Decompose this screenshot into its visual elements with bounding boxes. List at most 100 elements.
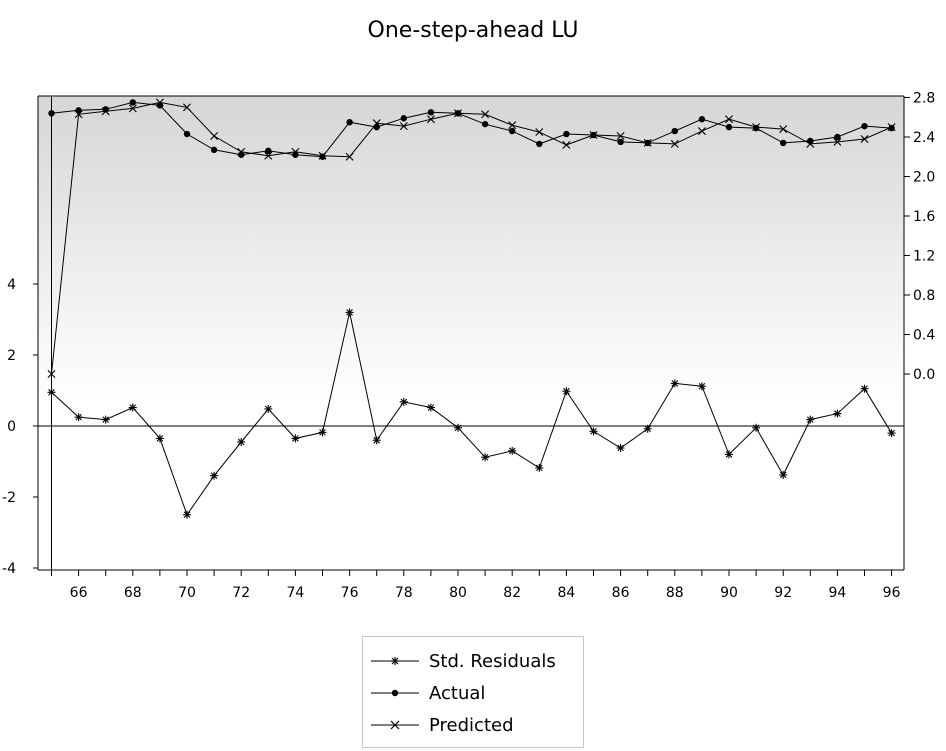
data-point-std-residuals (670, 379, 679, 388)
chart-title: One-step-ahead LU (367, 18, 579, 43)
data-point-predicted (237, 147, 246, 156)
data-point-predicted (183, 103, 191, 112)
right-tick-label: 2.4 (913, 130, 935, 146)
data-point-std-residuals (454, 423, 462, 432)
x-tick-label: 68 (124, 585, 142, 601)
data-point-std-residuals (589, 427, 598, 436)
data-point-std-residuals (481, 453, 490, 462)
data-point-std-residuals (426, 403, 435, 412)
data-point-std-residuals (264, 404, 273, 413)
data-point-predicted (779, 125, 788, 134)
data-point-predicted (887, 123, 896, 132)
data-point-predicted (508, 121, 517, 130)
data-point-actual (129, 99, 136, 106)
data-point-std-residuals (345, 308, 354, 317)
data-point-std-residuals (779, 470, 788, 479)
data-point-predicted (562, 140, 571, 149)
data-point-predicted (860, 134, 869, 143)
data-point-std-residuals (291, 434, 300, 443)
data-point-actual (210, 146, 218, 154)
data-point-predicted (454, 109, 462, 118)
series-line-std-residuals (51, 312, 893, 516)
data-point-predicted (806, 139, 815, 148)
data-point-predicted (291, 147, 300, 156)
data-point-actual (834, 133, 841, 141)
data-point-predicted (155, 98, 164, 107)
x-tick-label: 86 (612, 585, 630, 601)
data-point-std-residuals (237, 437, 246, 446)
data-point-std-residuals (318, 428, 327, 437)
data-point-std-residuals (725, 450, 733, 459)
data-point-predicted (535, 128, 544, 137)
data-point-std-residuals (887, 429, 896, 438)
x-tick-label: 80 (449, 585, 467, 601)
data-point-std-residuals (183, 510, 191, 519)
left-tick-label: 4 (7, 277, 16, 293)
right-tick-label: 0.8 (913, 288, 935, 304)
right-tick-label: 2.0 (913, 170, 935, 186)
data-point-actual (888, 124, 895, 132)
data-point-std-residuals (128, 403, 137, 412)
legend-dot-marker (371, 689, 419, 697)
data-point-std-residuals (47, 388, 56, 397)
right-tick-label: 0.4 (913, 328, 935, 344)
data-point-actual (617, 138, 624, 146)
data-point-predicted (74, 110, 83, 119)
data-point-std-residuals (562, 387, 571, 396)
data-point-actual (319, 153, 326, 160)
right-tick-label: 2.8 (913, 91, 935, 107)
data-point-predicted (616, 132, 625, 141)
legend-label-std-residuals: Std. Residuals (429, 650, 556, 672)
plot-background (38, 96, 904, 570)
x-tick-label: 76 (341, 585, 359, 601)
data-point-predicted (643, 138, 652, 147)
data-point-std-residuals (399, 397, 408, 406)
data-point-actual (563, 130, 570, 138)
data-point-predicted (47, 370, 56, 378)
data-point-actual (536, 140, 543, 148)
data-point-predicted (670, 139, 679, 148)
legend: Std. Residuals Actual Predicted (362, 636, 584, 748)
data-point-std-residuals (535, 463, 544, 472)
data-point-predicted (589, 131, 598, 140)
data-point-actual (671, 127, 678, 135)
data-point-std-residuals (210, 471, 219, 480)
legend-x-marker (371, 720, 419, 730)
data-point-std-residuals (74, 413, 83, 422)
data-point-predicted (264, 151, 273, 160)
left-tick-label: 2 (7, 348, 16, 364)
data-point-std-residuals (697, 382, 706, 391)
left-tick-label: 0 (7, 419, 16, 435)
data-point-std-residuals (155, 434, 164, 443)
right-tick-label: 0.0 (913, 367, 935, 383)
data-point-predicted (318, 151, 327, 160)
left-tick-label: -2 (2, 490, 16, 506)
data-point-actual (400, 115, 407, 122)
data-point-actual (725, 123, 733, 131)
data-point-std-residuals (508, 446, 517, 455)
data-point-predicted (481, 110, 490, 119)
right-tick-label: 1.2 (913, 249, 935, 265)
legend-item-predicted: Predicted (369, 711, 514, 739)
legend-item-actual: Actual (369, 679, 485, 707)
right-tick-label: 1.6 (913, 209, 935, 225)
x-tick-label: 94 (828, 585, 846, 601)
data-point-actual (265, 147, 272, 155)
data-point-predicted (101, 107, 110, 116)
x-tick-label: 70 (178, 585, 196, 601)
x-tick-label: 78 (395, 585, 413, 601)
x-tick-label: 88 (666, 585, 684, 601)
x-tick-label: 72 (232, 585, 250, 601)
data-point-actual (752, 124, 760, 132)
x-tick-label: 92 (774, 585, 792, 601)
data-point-std-residuals (616, 444, 625, 453)
x-tick-label: 74 (286, 585, 304, 601)
legend-label-predicted: Predicted (429, 714, 514, 736)
legend-item-std-residuals: Std. Residuals (369, 647, 556, 675)
x-tick-label: 82 (503, 585, 521, 601)
data-point-std-residuals (101, 415, 110, 424)
x-tick-label: 90 (720, 585, 738, 601)
data-point-std-residuals (643, 424, 652, 433)
legend-label-actual: Actual (429, 682, 486, 704)
